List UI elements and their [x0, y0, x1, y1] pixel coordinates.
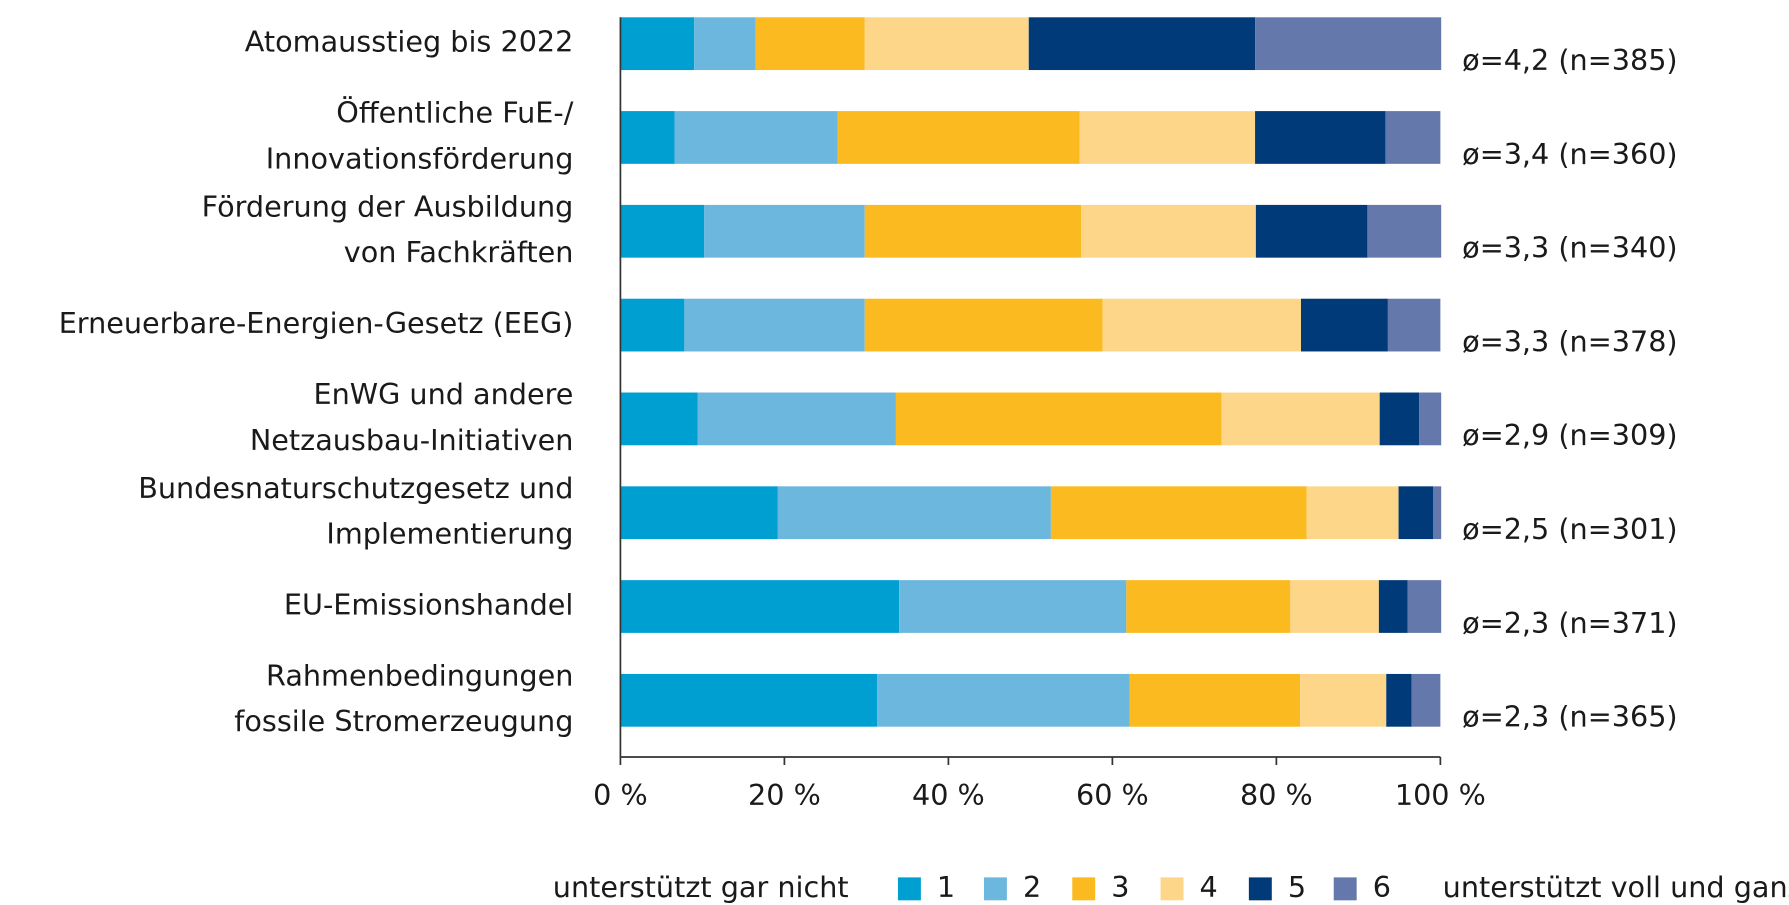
category-label: EU-Emissionshandel [284, 588, 574, 622]
annotation: ø=2,9 (n=309) [1462, 418, 1677, 452]
annotation: ø=4,2 (n=385) [1462, 43, 1677, 77]
bar-segment [1300, 298, 1388, 352]
bar-segment [694, 17, 756, 71]
x-tick-label: 60 % [1076, 778, 1149, 812]
legend-left-label: unterstützt gar nicht [553, 870, 849, 904]
bar-segment [1255, 17, 1442, 71]
category-label: Atomausstieg bis 2022 [245, 25, 574, 59]
bar-segment [899, 580, 1127, 633]
bar-segment [704, 204, 865, 258]
bar-segment [1386, 673, 1412, 727]
bar-segment [620, 580, 900, 633]
category-label: fossile Stromerzeugung [234, 704, 573, 738]
bar-segment [697, 392, 896, 446]
bar-segment [1050, 486, 1307, 540]
legend-label: 5 [1288, 870, 1306, 904]
bar-segment [684, 298, 865, 352]
bar-segment [864, 17, 1029, 71]
x-tick-label: 0 % [593, 778, 648, 812]
category-label: EnWG und andere [314, 377, 574, 411]
bar-segment [1221, 392, 1380, 446]
category-label: Förderung der Ausbildung [202, 189, 574, 223]
annotation: ø=2,5 (n=301) [1462, 512, 1677, 546]
category-label: von Fachkräften [344, 235, 574, 269]
legend-label: 6 [1373, 870, 1391, 904]
bar-segment [620, 204, 705, 258]
bar-segment [1419, 392, 1442, 446]
bar-segment [1432, 486, 1442, 540]
bar-segment [620, 392, 698, 446]
category-label: Erneuerbare-Energien-Gesetz (EEG) [59, 306, 574, 340]
category-label: Netzausbau-Initiativen [250, 423, 574, 457]
legend-swatch [1160, 877, 1184, 901]
bar-segment [755, 17, 865, 71]
annotation: ø=2,3 (n=365) [1462, 700, 1677, 734]
bar-segment [1387, 298, 1441, 352]
bar-segment [1255, 111, 1386, 164]
bar-segment [1300, 673, 1387, 727]
bar-segment [674, 111, 838, 164]
annotation: ø=3,3 (n=378) [1462, 324, 1677, 358]
category-label: Rahmenbedingungen [266, 658, 573, 692]
legend-swatch [1333, 877, 1357, 901]
annotation: ø=3,4 (n=360) [1462, 137, 1677, 171]
bar-segment [1129, 673, 1301, 727]
legend-swatch [983, 877, 1007, 901]
bar-segment [1028, 17, 1256, 71]
bar-segment [1255, 204, 1368, 258]
bar-segment [1407, 580, 1442, 633]
bar-segment [777, 486, 1051, 540]
x-tick-label: 80 % [1240, 778, 1313, 812]
bar-segment [1081, 204, 1256, 258]
bar-segment [1411, 673, 1441, 727]
bar-segment [864, 298, 1103, 352]
annotation: ø=3,3 (n=340) [1462, 231, 1677, 265]
bar-segment [620, 17, 695, 71]
x-tick-label: 20 % [748, 778, 821, 812]
bar-segment [877, 673, 1130, 727]
bar-segment [620, 298, 685, 352]
legend-label: 2 [1023, 870, 1041, 904]
annotation: ø=2,3 (n=371) [1462, 606, 1677, 640]
bar-segment [1290, 580, 1379, 633]
x-tick-label: 40 % [912, 778, 985, 812]
legend-swatch [1072, 877, 1096, 901]
legend-swatch [1248, 877, 1272, 901]
bar-segment [1102, 298, 1301, 352]
legend-label: 1 [937, 870, 955, 904]
category-label: Bundesnaturschutzgesetz und [138, 471, 573, 505]
bar-segment [620, 486, 778, 540]
bar-segment [1126, 580, 1291, 633]
bar-segment [1379, 392, 1420, 446]
bar-segment [864, 204, 1082, 258]
bar-segment [620, 673, 878, 727]
bar-segment [837, 111, 1080, 164]
category-label: Innovationsförderung [266, 141, 574, 175]
bar-segment [1398, 486, 1433, 540]
legend-label: 3 [1111, 870, 1129, 904]
legend-swatch [897, 877, 921, 901]
bar-segment [1378, 580, 1408, 633]
x-tick-label: 100 % [1395, 778, 1486, 812]
bar-segment [895, 392, 1222, 446]
bar-segment [1367, 204, 1442, 258]
category-label: Implementierung [326, 517, 573, 551]
bar-segment [1385, 111, 1441, 164]
category-label: Öffentliche FuE-/ [336, 96, 573, 130]
bar-segment [620, 111, 675, 164]
legend-label: 4 [1200, 870, 1218, 904]
bar-segment [1079, 111, 1256, 164]
bar-segment [1306, 486, 1399, 540]
legend-right-label: unterstützt voll und ganz [1443, 870, 1789, 904]
